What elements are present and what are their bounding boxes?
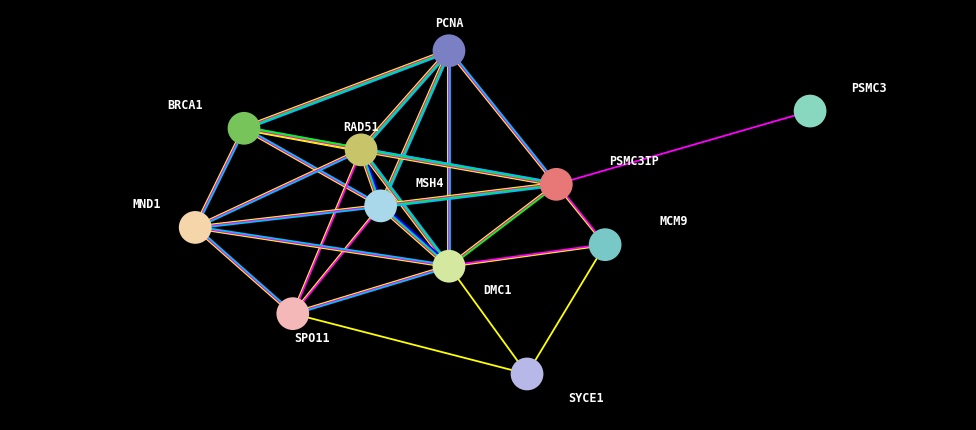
Text: PCNA: PCNA xyxy=(434,17,464,30)
Circle shape xyxy=(510,358,544,390)
Text: DMC1: DMC1 xyxy=(483,284,512,297)
Text: MSH4: MSH4 xyxy=(415,176,444,189)
Text: MCM9: MCM9 xyxy=(659,215,688,228)
Text: BRCA1: BRCA1 xyxy=(168,99,203,112)
Text: SYCE1: SYCE1 xyxy=(568,391,603,404)
Circle shape xyxy=(276,298,309,330)
Circle shape xyxy=(227,113,261,145)
Circle shape xyxy=(589,229,622,261)
Circle shape xyxy=(432,35,466,68)
Text: PSMC3: PSMC3 xyxy=(851,82,886,95)
Circle shape xyxy=(540,169,573,201)
Circle shape xyxy=(793,95,827,128)
Text: SPO11: SPO11 xyxy=(295,331,330,344)
Text: MND1: MND1 xyxy=(132,198,161,211)
Text: PSMC3IP: PSMC3IP xyxy=(609,155,660,168)
Circle shape xyxy=(179,212,212,244)
Circle shape xyxy=(345,134,378,167)
Text: RAD51: RAD51 xyxy=(344,120,379,133)
Circle shape xyxy=(364,190,397,223)
Circle shape xyxy=(432,250,466,283)
